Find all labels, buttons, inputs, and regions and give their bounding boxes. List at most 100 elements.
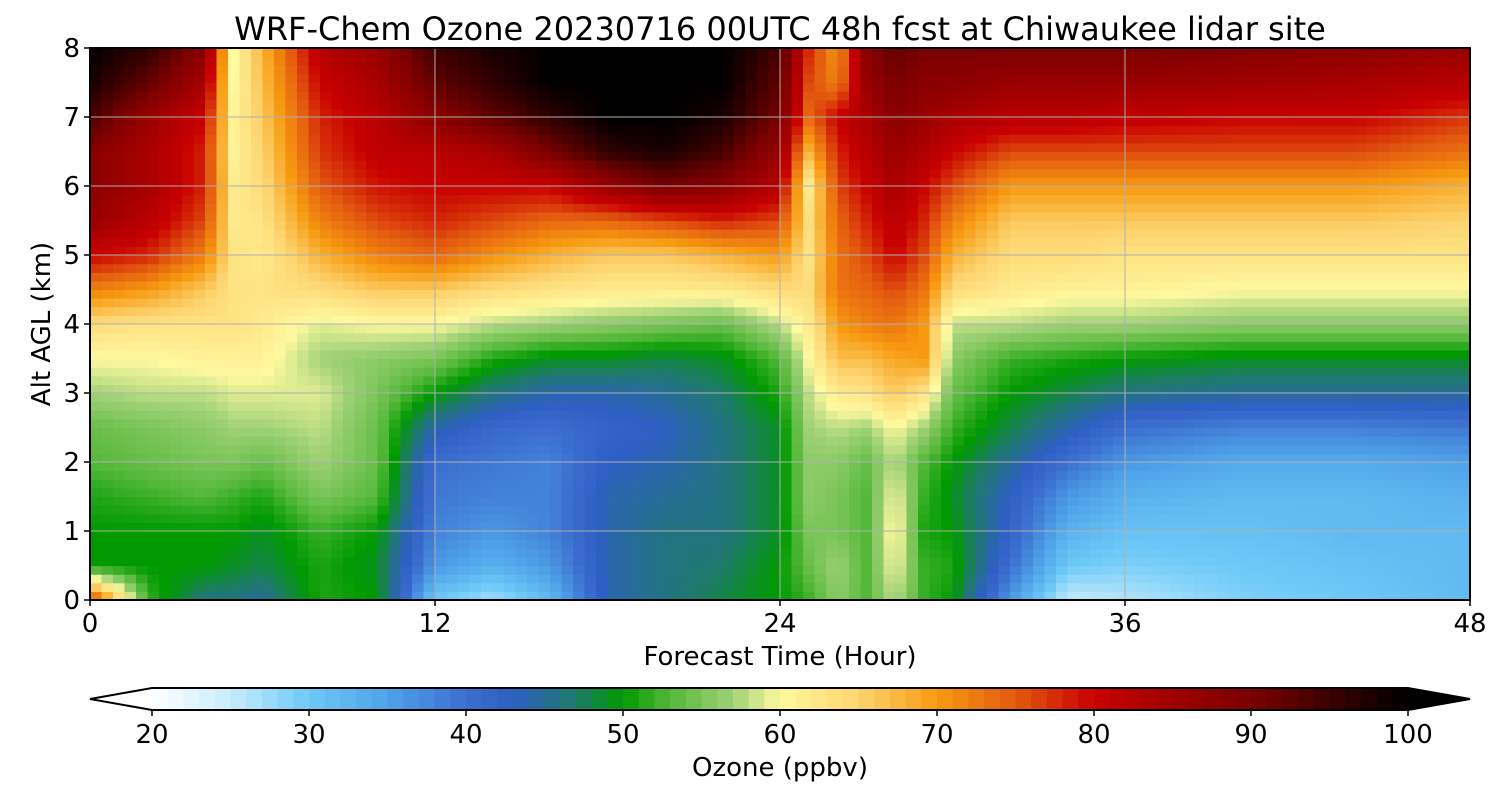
heatmap-cell <box>182 255 195 265</box>
heatmap-cell <box>780 315 793 325</box>
heatmap-cell <box>1251 539 1264 549</box>
heatmap-cell <box>826 418 839 429</box>
heatmap-cell <box>952 324 965 334</box>
heatmap-cell <box>814 375 827 385</box>
heatmap-cell <box>262 410 275 420</box>
heatmap-cell <box>343 237 356 247</box>
heatmap-cell <box>1102 280 1115 291</box>
heatmap-cell <box>1458 384 1470 394</box>
heatmap-cell <box>550 418 563 429</box>
heatmap-cell <box>837 349 850 360</box>
heatmap-cell <box>561 487 574 498</box>
heatmap-cell <box>1332 272 1345 282</box>
heatmap-cell <box>1458 393 1470 403</box>
heatmap-cell <box>883 358 896 368</box>
heatmap-cell <box>998 444 1011 454</box>
heatmap-cell <box>745 358 758 368</box>
heatmap-cell <box>837 539 850 549</box>
heatmap-cell <box>814 306 827 316</box>
heatmap-cell <box>814 574 827 584</box>
heatmap-cell <box>1366 375 1379 385</box>
heatmap-cell <box>1366 280 1379 291</box>
heatmap-cell <box>1090 349 1103 360</box>
heatmap-cell <box>1297 324 1310 334</box>
heatmap-cell <box>791 289 804 299</box>
heatmap-cell <box>538 505 551 515</box>
heatmap-cell <box>964 556 977 567</box>
heatmap-cell <box>228 462 241 472</box>
heatmap-cell <box>1102 255 1115 265</box>
heatmap-cell <box>550 280 563 291</box>
heatmap-cell <box>745 272 758 282</box>
heatmap-cell <box>389 582 402 592</box>
heatmap-cell <box>895 263 908 273</box>
heatmap-cell <box>458 280 471 291</box>
heatmap-cell <box>987 470 1000 480</box>
heatmap-cell <box>929 315 942 325</box>
heatmap-cell <box>147 272 160 282</box>
heatmap-cell <box>998 375 1011 385</box>
heatmap-cell <box>860 237 873 247</box>
heatmap-cell <box>527 272 540 282</box>
heatmap-cell <box>906 289 919 299</box>
heatmap-cell <box>239 367 252 377</box>
heatmap-cell <box>1125 349 1138 360</box>
heatmap-cell <box>90 436 103 446</box>
heatmap-cell <box>941 410 954 420</box>
heatmap-cell <box>1343 349 1356 360</box>
heatmap-cell <box>159 410 172 420</box>
heatmap-cell <box>228 556 241 567</box>
heatmap-cell <box>377 470 390 480</box>
heatmap-cell <box>1159 263 1172 273</box>
heatmap-cell <box>446 418 459 429</box>
heatmap-cell <box>964 375 977 385</box>
heatmap-cell <box>113 401 126 411</box>
heatmap-cell <box>101 298 114 308</box>
heatmap-cell <box>1424 470 1437 480</box>
heatmap-cell <box>630 341 643 351</box>
heatmap-cell <box>343 591 356 600</box>
heatmap-cell <box>929 263 942 273</box>
heatmap-cell <box>734 280 747 291</box>
heatmap-cell <box>1044 496 1057 506</box>
heatmap-cell <box>1033 444 1046 454</box>
heatmap-cell <box>274 358 287 368</box>
heatmap-cell <box>768 505 781 515</box>
heatmap-cell <box>170 401 183 411</box>
heatmap-cell <box>469 427 482 437</box>
heatmap-cell <box>619 436 632 446</box>
heatmap-cell <box>573 479 586 489</box>
heatmap-cell <box>1010 349 1023 360</box>
heatmap-cell <box>1067 410 1080 420</box>
heatmap-cell <box>1090 375 1103 385</box>
heatmap-cell <box>791 462 804 472</box>
heatmap-cell <box>1182 479 1195 489</box>
heatmap-cell <box>1033 427 1046 437</box>
heatmap-cell <box>1435 315 1448 325</box>
heatmap-cell <box>883 367 896 377</box>
heatmap-cell <box>998 289 1011 299</box>
heatmap-cell <box>1205 306 1218 316</box>
heatmap-cell <box>1378 539 1391 549</box>
heatmap-cell <box>527 582 540 592</box>
heatmap-cell <box>147 246 160 256</box>
heatmap-cell <box>883 298 896 308</box>
heatmap-cell <box>159 349 172 360</box>
heatmap-cell <box>1412 591 1425 600</box>
heatmap-cell <box>504 246 517 256</box>
heatmap-cell <box>941 401 954 411</box>
heatmap-cell <box>906 324 919 334</box>
heatmap-cell <box>1263 324 1276 334</box>
heatmap-cell <box>688 582 701 592</box>
heatmap-cell <box>1286 453 1299 463</box>
heatmap-cell <box>849 548 862 558</box>
heatmap-cell <box>906 358 919 368</box>
heatmap-cell <box>435 332 448 342</box>
heatmap-cell <box>1389 565 1402 575</box>
heatmap-cell <box>1102 513 1115 523</box>
heatmap-cell <box>239 487 252 498</box>
heatmap-cell <box>285 332 298 342</box>
heatmap-cell <box>1389 453 1402 463</box>
heatmap-cell <box>895 255 908 265</box>
heatmap-cell <box>285 263 298 273</box>
